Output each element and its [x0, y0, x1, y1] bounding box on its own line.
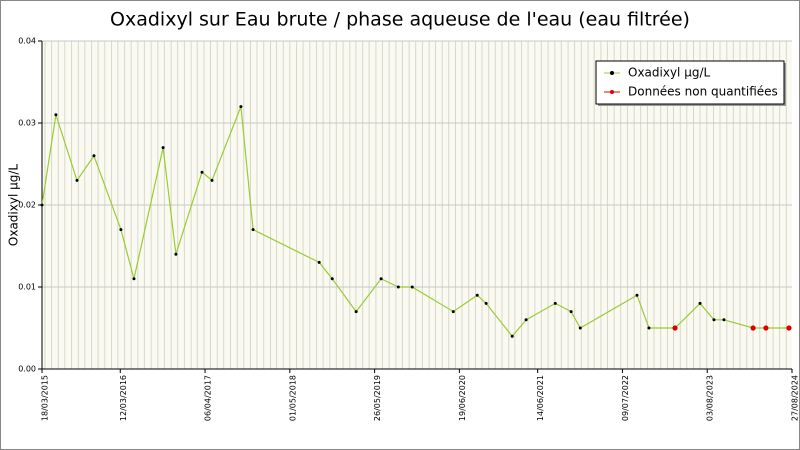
legend-marker: [610, 90, 614, 94]
legend: [595, 60, 785, 105]
data-point: [239, 105, 243, 109]
legend-marker: [610, 71, 614, 75]
y-tick-label: 0.04: [18, 37, 36, 46]
data-point: [119, 228, 123, 232]
data-point: [354, 310, 358, 314]
data-point: [524, 318, 528, 322]
data-point: [510, 334, 514, 338]
data-point: [330, 277, 334, 281]
x-tick-label: 01/05/2018: [288, 375, 297, 421]
data-point: [722, 318, 726, 322]
legend-label: Données non quantifiées: [628, 85, 778, 99]
x-tick-label: 19/06/2020: [458, 375, 467, 421]
data-point: [410, 285, 414, 289]
data-point: [40, 203, 44, 207]
x-tick-label: 09/07/2022: [621, 375, 630, 421]
data-point: [451, 310, 455, 314]
x-tick-label: 14/06/2021: [536, 375, 545, 421]
non-quantified-point: [786, 325, 792, 331]
legend-label: Oxadixyl µg/L: [628, 66, 710, 80]
data-point: [161, 146, 165, 150]
data-point: [132, 277, 136, 281]
y-tick-label: 0.02: [18, 201, 36, 210]
y-tick-label: 0.00: [18, 365, 36, 374]
data-point: [578, 326, 582, 330]
data-point: [553, 301, 557, 305]
x-tick-label: 27/08/2024: [791, 375, 800, 421]
data-point: [200, 170, 204, 174]
data-point: [569, 310, 573, 314]
data-point: [317, 260, 321, 264]
data-point: [475, 293, 479, 297]
data-point: [251, 228, 255, 232]
x-tick-label: 12/03/2016: [119, 375, 128, 421]
non-quantified-point: [763, 325, 769, 331]
data-point: [647, 326, 651, 330]
non-quantified-point: [750, 325, 756, 331]
y-tick-label: 0.01: [18, 283, 36, 292]
data-point: [635, 293, 639, 297]
data-point: [396, 285, 400, 289]
data-point: [379, 277, 383, 281]
data-point: [712, 318, 716, 322]
data-point: [484, 301, 488, 305]
y-axis-label: Oxadixyl µg/L: [7, 164, 21, 246]
data-point: [174, 252, 178, 256]
data-point: [92, 154, 96, 158]
chart-title: Oxadixyl sur Eau brute / phase aqueuse d…: [110, 9, 690, 31]
data-point: [698, 301, 702, 305]
y-tick-label: 0.03: [18, 119, 36, 128]
non-quantified-point: [672, 325, 678, 331]
data-point: [210, 178, 214, 182]
x-tick-label: 18/03/2015: [41, 375, 50, 421]
x-tick-label: 26/05/2019: [373, 375, 382, 421]
x-tick-label: 06/04/2017: [204, 375, 213, 421]
x-tick-label: 03/08/2023: [706, 375, 715, 421]
data-point: [75, 178, 79, 182]
data-point: [54, 113, 58, 117]
